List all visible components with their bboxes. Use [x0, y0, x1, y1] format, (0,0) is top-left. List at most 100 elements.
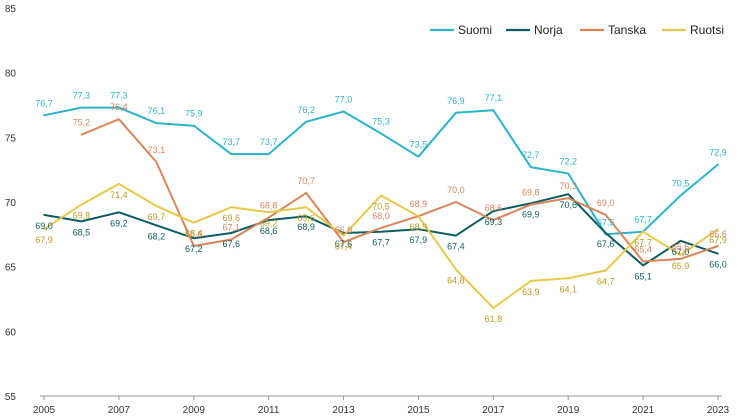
data-label: 66,0	[709, 260, 727, 270]
data-point	[679, 194, 682, 197]
data-label: 73,7	[260, 137, 278, 147]
x-tick-label: 2019	[557, 405, 580, 416]
data-point	[567, 193, 570, 196]
data-label: 72,9	[709, 147, 727, 157]
data-point	[80, 133, 83, 136]
data-label: 67,2	[185, 244, 203, 254]
data-point	[305, 215, 307, 218]
data-point	[642, 264, 644, 267]
data-label: 64,7	[597, 277, 615, 287]
axes: 55 60 65 70 75 80 85 2005 2007 2009 2011 2013 2015 20…	[5, 4, 730, 416]
data-point	[342, 110, 345, 113]
data-label: 76,7	[35, 98, 53, 108]
data-label: 69,2	[110, 218, 128, 228]
data-point	[43, 214, 45, 216]
data-point	[380, 227, 382, 229]
data-point	[118, 106, 120, 109]
data-point	[567, 277, 570, 280]
data-label: 76,9	[447, 96, 465, 106]
data-point	[267, 219, 270, 221]
y-tick-label: 60	[5, 327, 17, 338]
data-label: 76,1	[148, 106, 166, 116]
data-label: 66,6	[709, 229, 727, 239]
legend-label-norja: Norja	[534, 23, 563, 37]
data-point	[118, 183, 120, 185]
x-tick-label: 2017	[482, 405, 505, 416]
data-label: 64,8	[447, 275, 465, 285]
data-point	[380, 132, 382, 135]
data-label: 64,1	[559, 284, 577, 294]
data-point	[455, 234, 457, 237]
data-label: 77,0	[335, 94, 353, 104]
data-label: 69,8	[73, 211, 91, 221]
data-label: 69,0	[597, 198, 615, 208]
legend-label-suomi: Suomi	[458, 23, 492, 37]
data-label: 67,6	[597, 239, 615, 249]
data-point	[529, 280, 532, 282]
data-point	[417, 228, 420, 230]
data-point	[492, 109, 495, 111]
x-tick-label: 2005	[33, 405, 56, 416]
data-point	[717, 245, 719, 247]
x-tick-label: 2009	[183, 405, 206, 416]
data-label: 75,2	[73, 118, 91, 128]
data-label: 75,3	[372, 116, 390, 126]
data-point	[567, 172, 570, 175]
data-point	[192, 124, 195, 127]
data-point	[642, 230, 644, 233]
data-point	[717, 252, 719, 255]
data-label: 68,2	[148, 231, 166, 241]
data-point	[417, 155, 420, 158]
data-point	[380, 194, 382, 197]
data-label: 68,9	[410, 222, 428, 232]
data-label: 67,4	[447, 242, 465, 252]
data-point	[305, 206, 307, 208]
data-point	[529, 166, 532, 168]
legend-label-tanska: Tanska	[608, 23, 646, 37]
data-point	[118, 211, 120, 214]
x-tick-label: 2007	[108, 405, 131, 416]
data-point	[155, 122, 158, 124]
data-point	[230, 153, 233, 155]
data-point	[455, 268, 457, 271]
data-point	[192, 245, 195, 247]
data-label: 73,1	[148, 145, 166, 155]
data-point	[342, 234, 345, 237]
data-label: 67,6	[222, 239, 240, 249]
data-label: 76,2	[297, 105, 315, 115]
data-point	[267, 153, 270, 155]
y-tick-label: 70	[5, 198, 17, 209]
data-label: 77,1	[485, 93, 503, 103]
data-point	[43, 228, 45, 230]
data-label: 77,3	[110, 91, 128, 101]
data-label: 67,9	[410, 235, 428, 245]
data-point	[230, 238, 233, 241]
data-label: 69,0	[35, 221, 53, 231]
data-point	[80, 106, 83, 109]
data-point	[679, 240, 682, 242]
data-label: 69,8	[522, 188, 540, 198]
data-label: 76,4	[110, 102, 128, 112]
data-label: 77,3	[73, 91, 91, 101]
x-tick-label: 2015	[407, 405, 430, 416]
data-point	[679, 258, 682, 260]
data-label: 69,2	[260, 218, 278, 228]
data-labels: 76,7 77,3 77,3 76,1 75,9 73,7 73,7 76,2 77,0 75,3…	[35, 91, 727, 324]
data-point	[267, 211, 270, 214]
data-point	[529, 203, 532, 206]
data-label: 73,5	[410, 140, 428, 150]
data-point	[604, 214, 607, 216]
data-label: 71,4	[110, 190, 128, 200]
data-point	[604, 232, 607, 234]
data-label: 68,9	[410, 199, 428, 209]
data-point	[717, 163, 719, 166]
x-tick-label: 2011	[258, 405, 280, 416]
data-point	[417, 215, 420, 218]
data-point	[155, 205, 158, 207]
data-label: 63,9	[522, 287, 540, 297]
data-label: 68,6	[485, 203, 503, 213]
data-label: 69,6	[222, 213, 240, 223]
series-line-tanska	[81, 118, 719, 263]
data-point	[492, 307, 495, 309]
